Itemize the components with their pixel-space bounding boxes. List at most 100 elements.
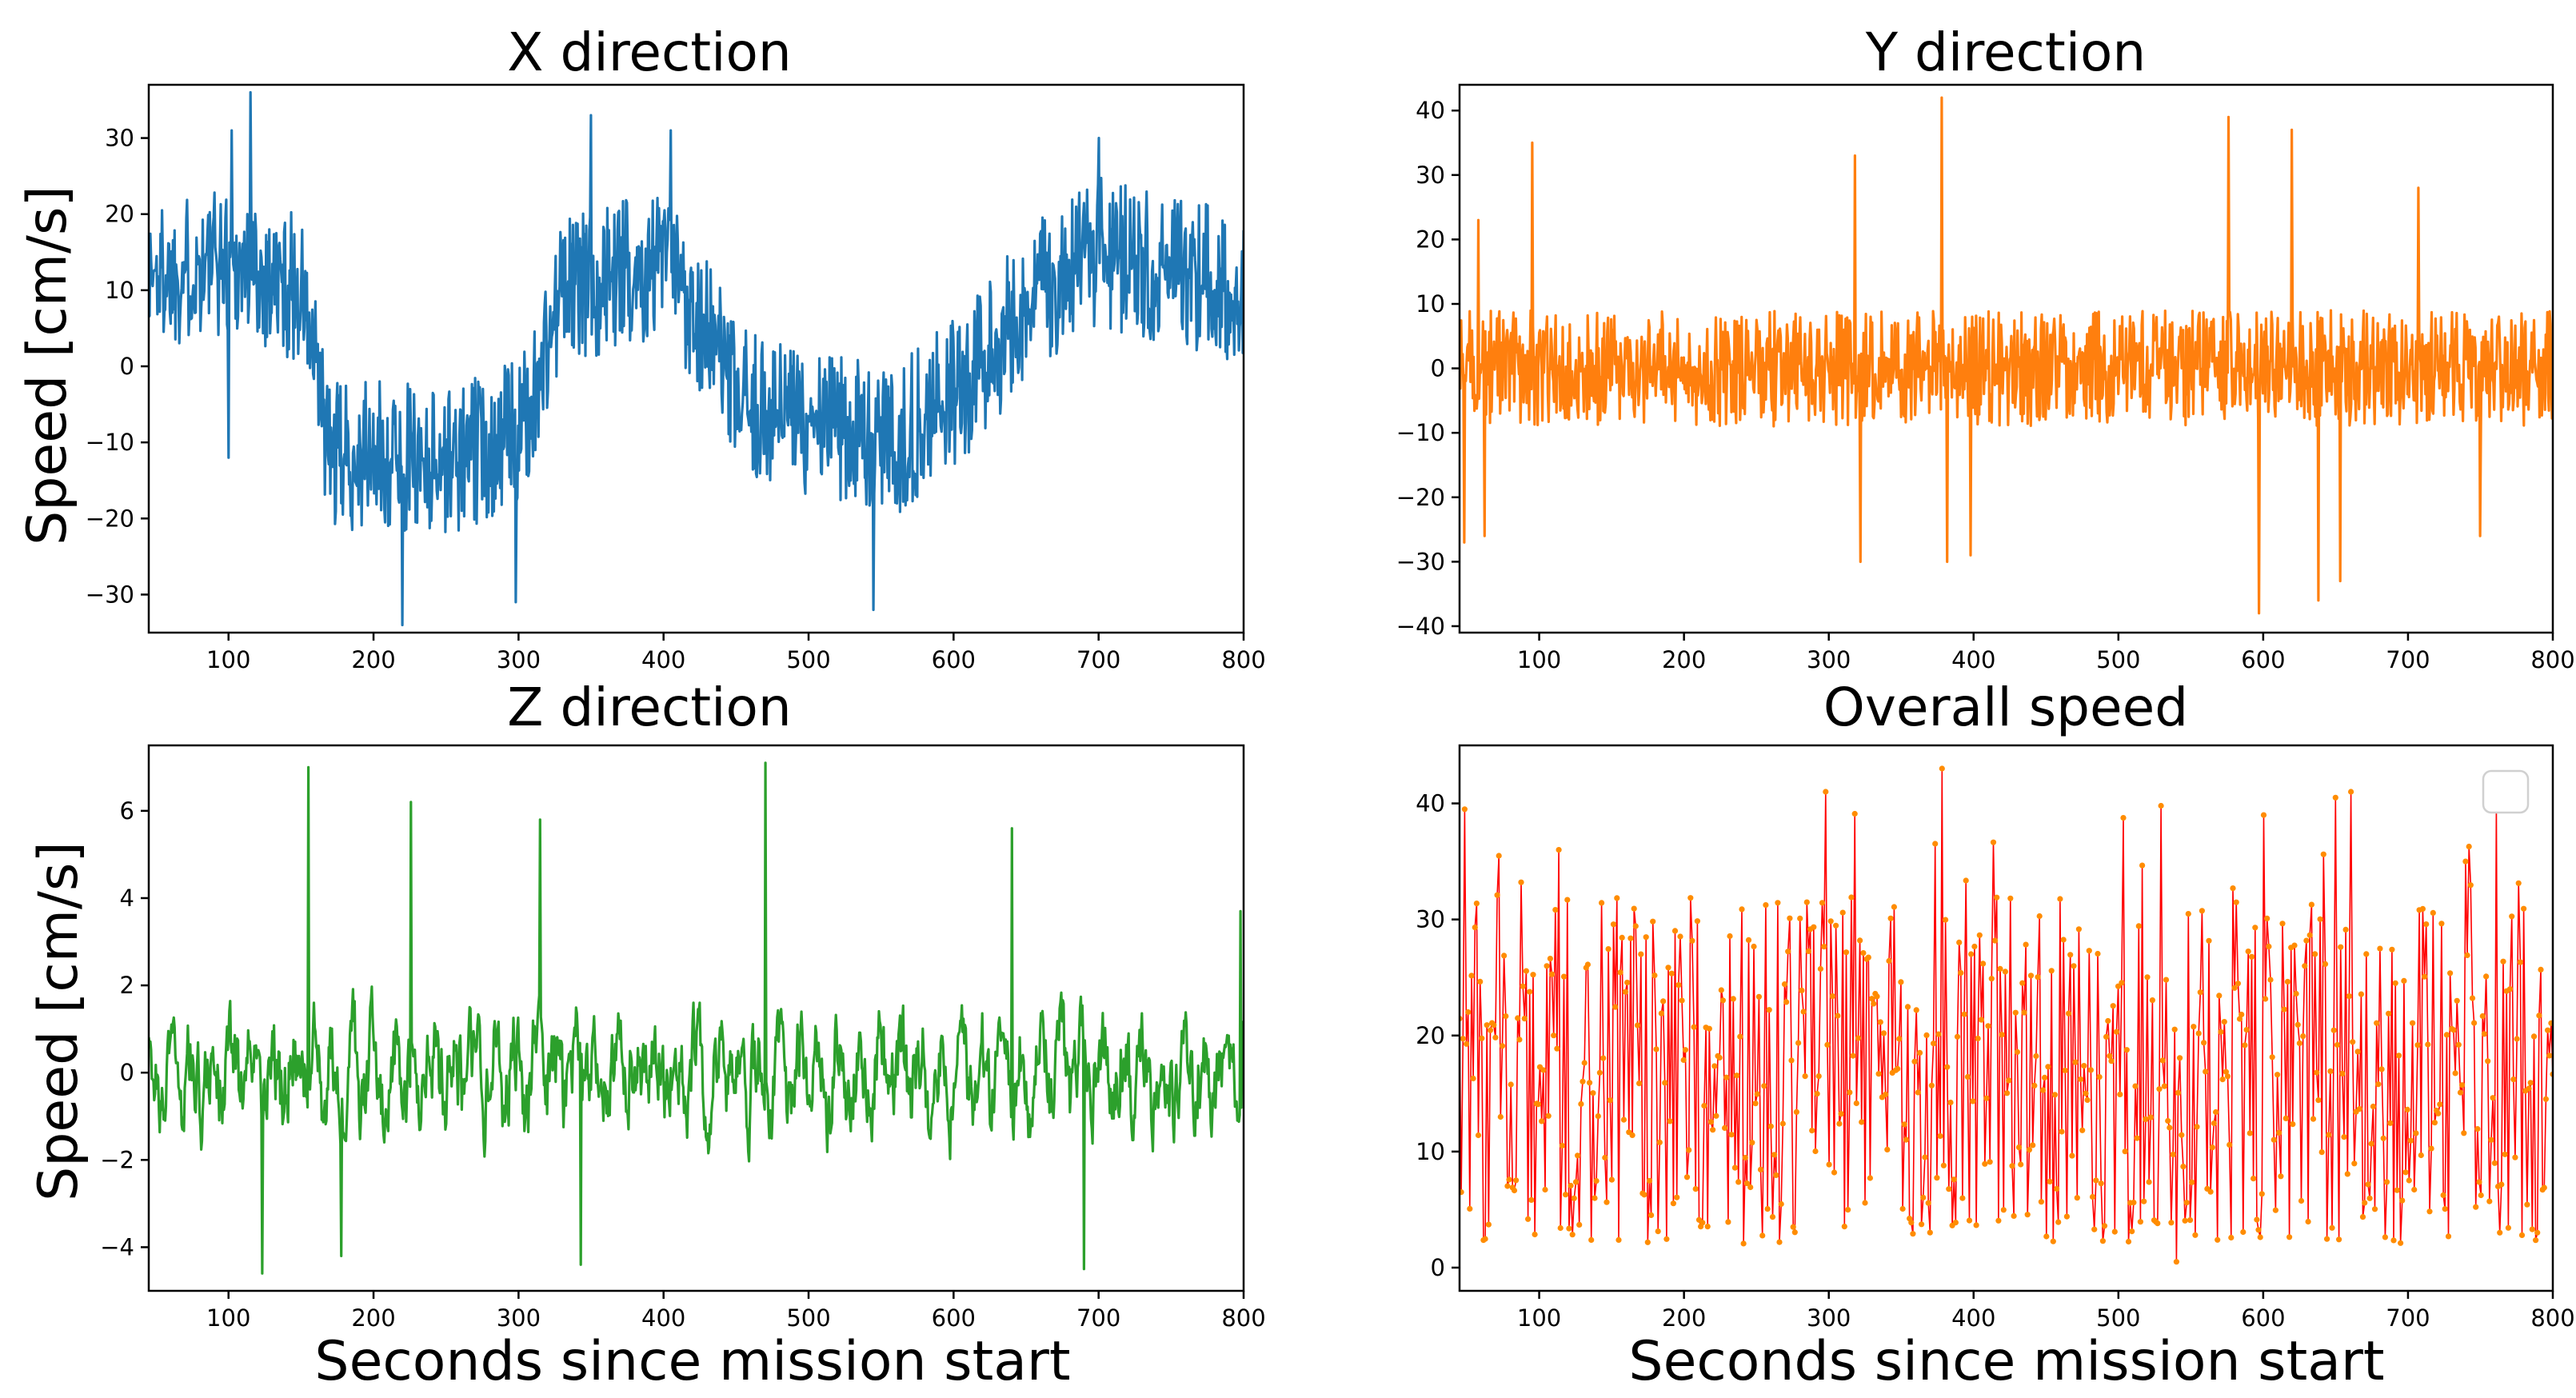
data-point [2231, 985, 2238, 991]
data-point [2450, 1027, 2457, 1033]
data-point [1731, 1164, 1738, 1171]
data-point [2454, 997, 2460, 1004]
data-point [1655, 1228, 1661, 1235]
data-point [1958, 969, 1964, 977]
data-point [2137, 1219, 2143, 1225]
data-point [1763, 902, 1769, 909]
data-point [1680, 1056, 1687, 1063]
data-point [2159, 1057, 2166, 1064]
data-point [2067, 952, 2074, 958]
data-point [1751, 943, 1757, 950]
data-point [1734, 1072, 1740, 1079]
data-point [2411, 1186, 2418, 1193]
data-point [2320, 851, 2326, 857]
data-point [1460, 1189, 1464, 1196]
data-point [2413, 1130, 2419, 1136]
data-point [1722, 1124, 1728, 1131]
data-point [1499, 1043, 1506, 1049]
data-point [1819, 900, 1826, 906]
data-point [2096, 1074, 2103, 1080]
data-point [2281, 1006, 2287, 1013]
data-point [1572, 1179, 1580, 1185]
data-point [2191, 1024, 2197, 1030]
data-point [1706, 1025, 1712, 1032]
series-line-x [149, 90, 1244, 627]
data-point [2216, 993, 2223, 999]
data-point [2471, 1020, 2478, 1026]
data-point [1540, 1067, 1547, 1073]
data-point [1992, 937, 1999, 944]
data-point [2189, 1179, 2195, 1185]
data-point [2407, 1137, 2414, 1144]
data-point [1508, 1081, 1514, 1088]
y-tick-label: −10 [86, 429, 134, 456]
data-point [1781, 981, 1788, 988]
data-point [2215, 1236, 2221, 1243]
data-point [1915, 1089, 1921, 1096]
data-point [2045, 1064, 2051, 1070]
data-point [2474, 1126, 2481, 1132]
data-point [2419, 905, 2426, 912]
data-point [2239, 1011, 2245, 1018]
data-point [2230, 885, 2236, 892]
data-point [1525, 1216, 1532, 1222]
data-point [2262, 996, 2269, 1002]
data-point [1939, 765, 1945, 772]
y-tick-label: −30 [86, 581, 134, 608]
data-point [2502, 1151, 2508, 1157]
data-point [2258, 1191, 2265, 1197]
data-point [1528, 1196, 1535, 1203]
data-point [2195, 1030, 2202, 1037]
data-point [2248, 953, 2255, 960]
data-point [2059, 1128, 2065, 1135]
data-point [2011, 1212, 2017, 1219]
data-point [1803, 899, 1810, 905]
data-point [2317, 916, 2323, 922]
data-point [2243, 1027, 2250, 1033]
plot-frame-x [147, 83, 1245, 634]
data-point [1723, 1074, 1730, 1080]
data-point [1674, 1194, 1680, 1200]
data-point [2346, 993, 2352, 1000]
y-tick-label: 10 [105, 277, 134, 304]
data-point [2392, 980, 2398, 986]
data-point [1535, 1101, 1541, 1108]
data-point [1855, 1035, 1862, 1041]
data-point [2131, 1200, 2137, 1206]
y-tick-label: −20 [1396, 484, 1445, 511]
data-point [1836, 1120, 1843, 1127]
data-point [2394, 1187, 2400, 1193]
x-tick-label: 400 [641, 646, 685, 673]
x-tick-label: 300 [497, 646, 541, 673]
data-point [2479, 1013, 2486, 1020]
data-point [1862, 1200, 1868, 1206]
data-point [2326, 1132, 2332, 1138]
data-point [1518, 879, 1524, 885]
data-point [1610, 921, 1617, 928]
data-point [2054, 1185, 2060, 1192]
data-point [1956, 939, 1963, 945]
x-tick-label: 300 [497, 1304, 541, 1332]
data-point [1615, 1236, 1622, 1243]
data-point [1600, 1055, 1607, 1061]
data-point [2387, 1120, 2394, 1126]
y-tick-label: 30 [105, 125, 134, 152]
x-axis-label-z: Seconds since mission start [314, 1330, 1070, 1393]
x-tick-label: 500 [786, 646, 830, 673]
data-point [2240, 1228, 2247, 1236]
y-tick-label: −20 [86, 505, 134, 532]
data-point [2036, 913, 2043, 920]
data-point [1668, 970, 1675, 977]
data-point [1468, 973, 1475, 979]
data-point [1793, 1108, 1799, 1115]
y-tick-label: 0 [120, 353, 134, 380]
data-point [1683, 1174, 1691, 1180]
data-point [1952, 1220, 1959, 1226]
data-point [1860, 950, 1867, 957]
x-tick-label: 100 [1517, 646, 1561, 673]
data-point [1599, 900, 1605, 906]
data-point [1932, 841, 1939, 847]
data-point [2027, 973, 2035, 979]
data-point [2389, 946, 2395, 953]
